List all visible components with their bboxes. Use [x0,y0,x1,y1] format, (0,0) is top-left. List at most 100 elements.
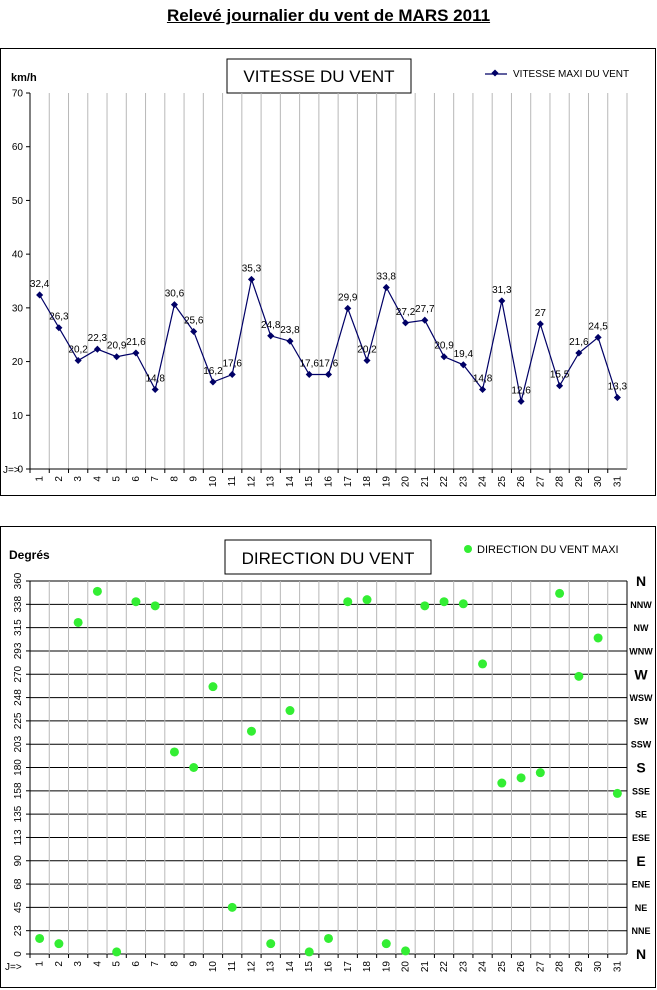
speed-x-tick-label: 22 [439,476,450,488]
direction-point [189,763,199,772]
speed-x-tick-label: 28 [555,476,566,488]
speed-data-label: 20,2 [68,344,88,355]
speed-point [132,349,140,357]
speed-point [421,316,429,324]
speed-data-label: 14,8 [145,374,165,385]
direction-chart-panel: DIRECTION DU VENT Degrés DIRECTION DU VE… [0,526,656,988]
direction-point [92,586,102,596]
speed-chart: VITESSE DU VENT km/h VITESSE MAXI DU VEN… [3,58,629,488]
speed-y-axis-label: km/h [11,72,37,84]
direction-point [112,947,122,957]
direction-point [535,768,545,778]
speed-point [93,345,101,353]
speed-point [151,385,159,394]
direction-chart: DIRECTION DU VENT Degrés DIRECTION DU VE… [5,539,653,973]
speed-x-tick-label: 19 [381,476,392,488]
speed-x-tick-label: 27 [535,476,546,488]
speed-x-tick-label: 2 [54,476,65,482]
direction-y-tick-label: 293 [13,642,24,659]
direction-x-tick-label: 24 [478,961,489,973]
speed-x-tick-label: 5 [112,476,123,482]
direction-point [574,671,584,681]
direction-y-tick-label: 23 [13,925,24,937]
direction-x-tick-label: 31 [612,961,623,973]
direction-compass-label: NNW [630,600,652,610]
speed-data-label: 12,6 [511,385,531,396]
speed-legend-marker [491,69,499,77]
speed-y-tick-label: 10 [12,411,24,422]
direction-y-tick-label: 360 [13,572,24,589]
direction-compass-label: WSW [630,693,653,703]
direction-point [555,588,565,598]
speed-data-label: 17,6 [300,358,320,369]
direction-x-tick-label: 29 [574,961,585,973]
speed-data-label: 32,4 [30,279,50,290]
direction-x-tick-label: 20 [401,961,412,973]
direction-point [73,617,83,627]
speed-data-label: 27,2 [396,307,416,318]
direction-y-tick-label: 270 [13,665,24,682]
direction-x-axis-label: J=> [5,962,22,973]
direction-x-tick-label: 21 [420,961,431,973]
speed-point [74,356,82,365]
speed-x-tick-label: 11 [227,476,238,487]
speed-point [190,327,198,336]
direction-point [381,939,391,949]
speed-x-tick-label: 17 [343,476,354,488]
direction-x-tick-label: 7 [150,961,161,967]
speed-data-label: 21,6 [126,337,146,348]
speed-data-label: 23,8 [280,325,300,336]
speed-x-tick-label: 10 [208,476,219,488]
speed-x-tick-label: 7 [150,476,161,482]
direction-legend-label: DIRECTION DU VENT MAXI [477,544,619,556]
speed-x-tick-label: 21 [420,476,431,488]
direction-point [593,633,603,643]
direction-point [54,939,64,949]
speed-data-label: 13,3 [608,382,628,393]
speed-data-label: 14,8 [473,374,493,385]
speed-x-tick-label: 18 [362,476,373,488]
speed-point [305,370,313,378]
direction-point [478,659,488,669]
direction-compass-label: NNE [631,926,650,936]
direction-compass-label: NE [635,903,648,913]
direction-x-tick-label: 3 [73,961,84,967]
speed-data-label: 16,2 [203,366,223,377]
speed-data-label: 22,3 [88,333,108,344]
speed-point [401,319,410,327]
speed-point [594,333,602,341]
direction-y-tick-label: 0 [13,951,24,957]
speed-point [363,356,371,365]
speed-point [556,382,564,390]
speed-x-tick-label: 1 [35,476,46,482]
direction-point [612,788,622,798]
speed-point [36,291,44,299]
direction-x-tick-label: 5 [112,961,123,967]
direction-x-tick-label: 19 [381,961,392,973]
direction-compass-label: W [634,666,648,682]
direction-point [208,682,218,692]
speed-data-label: 25,6 [184,315,204,326]
speed-x-tick-label: 12 [246,476,257,488]
speed-data-label: 15,5 [550,370,570,381]
direction-compass-label: WNW [629,646,653,656]
direction-x-tick-label: 15 [304,961,315,973]
direction-x-tick-label: 10 [208,961,219,973]
speed-point [575,349,583,357]
speed-y-tick-label: 50 [12,196,24,207]
speed-point [247,275,256,283]
speed-x-axis-label: J=> [3,465,20,476]
speed-data-label: 20,9 [434,341,454,352]
speed-point [536,320,544,328]
direction-chart-title: DIRECTION DU VENT [242,549,415,568]
direction-y-tick-label: 225 [13,712,24,729]
direction-x-tick-label: 14 [285,961,296,973]
speed-x-tick-label: 4 [92,476,103,482]
direction-compass-label: N [636,946,646,962]
direction-x-tick-label: 13 [266,961,277,973]
speed-x-tick-label: 26 [516,476,527,488]
direction-point [131,597,141,607]
speed-x-tick-label: 16 [324,476,335,488]
speed-legend-label: VITESSE MAXI DU VENT [513,69,629,80]
